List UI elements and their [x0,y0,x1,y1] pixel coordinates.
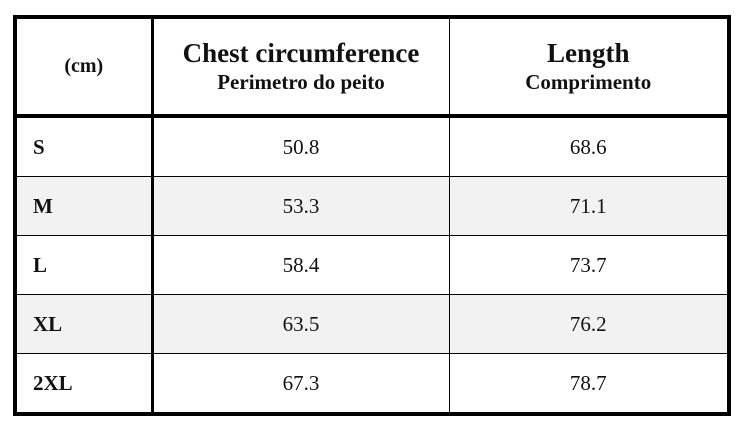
size-label: M [14,176,154,236]
header-title: Length [546,37,630,68]
measurement: 73.7 [448,235,730,295]
measurement: 68.6 [448,115,730,177]
header-cell: Chest circumference Perimetro do peito [151,16,450,118]
measurement: 63.5 [151,294,450,354]
header-title: Chest circumference [182,37,420,68]
size-label: L [14,235,154,295]
size-label: 2XL [14,353,154,415]
header-subtitle: Perimetro do peito [217,69,385,94]
header-row: (cm) Chest circumference Perimetro do peit… [14,16,730,118]
table-body: S 50.8 68.6 M 53.3 71.1 L 58.4 73.7 XL 63.5 76.2 2XL… [14,115,730,415]
measurement: 78.7 [448,353,730,415]
size-label: XL [14,294,154,354]
measurement: 71.1 [448,176,730,236]
table-row: M 53.3 71.1 [14,176,730,236]
size-table: (cm) Chest circumference Perimetro do peit… [13,15,731,416]
table-row: XL 63.5 76.2 [14,294,730,354]
size-label: S [14,115,154,177]
header-text: (cm) [64,55,104,77]
measurement: 53.3 [151,176,450,236]
measurement: 76.2 [448,294,730,354]
measurement: 58.4 [151,235,450,295]
header-cell: (cm) [14,16,154,118]
header-subtitle: Comprimento [525,69,652,94]
table-row: S 50.8 68.6 [14,115,730,177]
measurement: 67.3 [151,353,450,415]
table-row: L 58.4 73.7 [14,235,730,295]
table-row: 2XL 67.3 78.7 [14,353,730,415]
header-cell: Length Comprimento [448,16,730,118]
measurement: 50.8 [151,115,450,177]
